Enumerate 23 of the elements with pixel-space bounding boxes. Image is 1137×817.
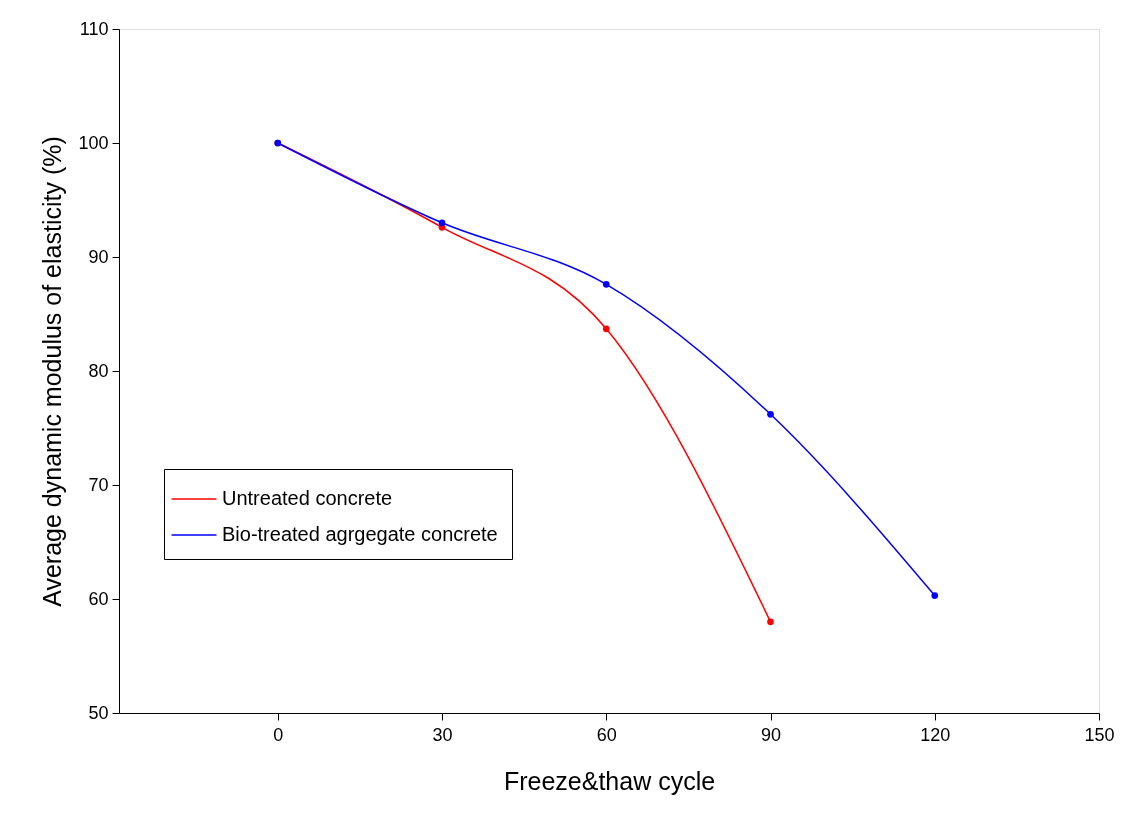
y-tick-label: 90 [88,246,109,267]
point [931,592,939,599]
point [767,618,774,626]
point [602,281,610,288]
x-tick-label: 150 [1084,724,1115,745]
y-tick-label: 60 [88,588,109,609]
x-axis-title: Freeze&thaw cycle [503,766,716,795]
x-tick-label: 60 [596,724,617,745]
y-axis-title: Average dynamic modulus of elasticity (%) [38,136,67,607]
point [602,325,610,333]
legend-label: Untreated concrete [222,487,393,509]
y-tick-label: 50 [88,702,109,723]
y-tick-label: 110 [79,18,109,39]
point [767,410,774,418]
point [438,219,446,227]
x-tick-label: 120 [920,724,951,745]
x-tick-label: 0 [273,724,284,745]
x-tick-label: 30 [432,724,453,745]
x-tick-label: 90 [760,724,782,745]
y-tick-label: 100 [78,132,109,153]
legend-label: Bio-treated agrgegate concrete [222,523,498,545]
y-tick-label: 70 [88,474,109,495]
y-tick-label: 80 [88,360,109,381]
